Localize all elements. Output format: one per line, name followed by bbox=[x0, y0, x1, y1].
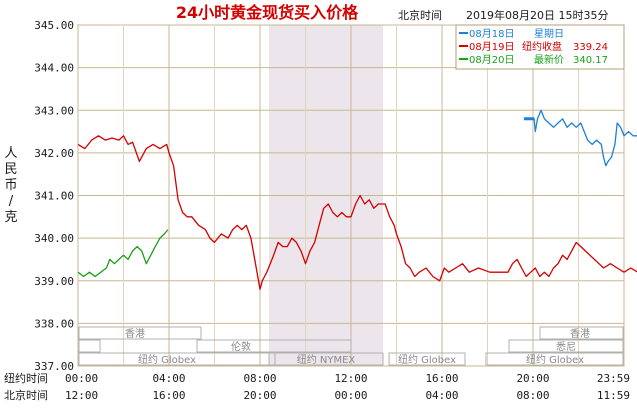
y-tick-label: 338.00 bbox=[34, 317, 74, 330]
x-tick-label-ny: 12:00 bbox=[334, 372, 367, 385]
y-tick-label: 343.00 bbox=[34, 104, 74, 117]
x-tick-label-ny: 00:00 bbox=[65, 372, 98, 385]
y-tick-label: 344.00 bbox=[34, 62, 74, 75]
legend-date-0818: 08月18日 bbox=[469, 28, 514, 40]
session-box-hongkong-next bbox=[539, 326, 624, 340]
session-box-globex-3 bbox=[485, 352, 624, 366]
legend-row-0820: 08月20日 最新价 340.17 bbox=[459, 53, 608, 66]
x-axis-ticks: 00:00 04:00 08:00 12:00 16:00 20:00 23:59 12:00… bbox=[65, 372, 630, 402]
session-label-nymex: 纽约 NYMEX bbox=[297, 353, 356, 366]
x-tick-label-bj: 00:00 bbox=[334, 389, 367, 402]
legend-info-0819: 纽约收盘 bbox=[522, 40, 562, 53]
legend-box bbox=[455, 24, 625, 70]
legend-date-0820: 08月20日 bbox=[469, 54, 514, 66]
y-axis-title-char: / bbox=[9, 194, 14, 209]
legend: 08月18日 星期日 08月19日 纽约收盘 339.24 08月20日 最新价… bbox=[455, 24, 625, 70]
x-tick-label-bj: 04:00 bbox=[425, 389, 458, 402]
bj-time-row-label: 北京时间 bbox=[4, 388, 48, 402]
session-box-hongkong bbox=[78, 326, 202, 340]
y-tick-label: 339.00 bbox=[34, 275, 74, 288]
y-axis-title-char: 币 bbox=[4, 178, 17, 193]
session-box-globex-2 bbox=[388, 352, 466, 366]
y-axis-title-char: 克 bbox=[4, 210, 17, 225]
y-tick-label: 340.00 bbox=[34, 232, 74, 245]
x-tick-label-bj: 16:00 bbox=[152, 389, 185, 402]
session-box-sydney bbox=[508, 339, 624, 353]
session-box-london-prev bbox=[78, 339, 101, 353]
header-location-label: 北京时间 bbox=[398, 8, 442, 22]
legend-row-0818: 08月18日 星期日 bbox=[459, 28, 564, 40]
x-tick-label-ny: 16:00 bbox=[425, 372, 458, 385]
x-tick-label-ny: 20:00 bbox=[516, 372, 549, 385]
x-tick-label-ny: 23:59 bbox=[597, 372, 630, 385]
session-box-globex-1 bbox=[78, 352, 276, 366]
session-label-globex-2: 纽约 Globex bbox=[398, 353, 456, 366]
x-tick-label-bj: 12:00 bbox=[65, 389, 98, 402]
session-label-hongkong: 香港 bbox=[125, 328, 145, 340]
series-line-2 bbox=[77, 229, 169, 278]
legend-info-0818: 星期日 bbox=[534, 28, 564, 40]
price-series bbox=[77, 109, 637, 290]
chart-title: 24小时黄金现货买入价格 bbox=[176, 3, 359, 22]
x-tick-label-bj: 11:59 bbox=[597, 389, 630, 402]
y-axis-title-char: 人 bbox=[4, 146, 17, 161]
y-axis-title-char: 民 bbox=[4, 162, 17, 177]
session-box-nymex bbox=[268, 352, 384, 366]
x-tick-label-ny: 08:00 bbox=[243, 372, 276, 385]
y-tick-label: 341.00 bbox=[34, 190, 74, 203]
x-tick-label-bj: 20:00 bbox=[243, 389, 276, 402]
market-sessions: 香港 伦敦 纽约 Globex 纽约 NYMEX 纽约 Globex 香港 悉尼… bbox=[78, 326, 624, 366]
x-tick-label-bj: 08:00 bbox=[516, 389, 549, 402]
legend-info-0820: 最新价 bbox=[534, 53, 564, 66]
session-label-hongkong-next: 香港 bbox=[570, 328, 590, 340]
legend-row-0819: 08月19日 纽约收盘 339.24 bbox=[459, 40, 608, 53]
session-label-globex-3: 纽约 Globex bbox=[526, 353, 584, 366]
session-label-london: 伦敦 bbox=[231, 340, 251, 353]
y-tick-label: 342.00 bbox=[34, 147, 74, 160]
session-label-sydney: 悉尼 bbox=[556, 341, 576, 353]
series-line-1 bbox=[77, 135, 637, 290]
grid-lines bbox=[77, 24, 625, 367]
y-axis-ticks: 345.00 344.00 343.00 342.00 341.00 340.00 339.… bbox=[34, 19, 74, 373]
legend-value-0820: 340.17 bbox=[573, 55, 608, 66]
session-label-globex-1: 纽约 Globex bbox=[138, 353, 196, 366]
x-tick-label-ny: 04:00 bbox=[152, 372, 185, 385]
y-axis-title: 人 民 币 / 克 bbox=[4, 146, 17, 225]
ny-time-row-label: 纽约时间 bbox=[4, 371, 48, 385]
series-line-0 bbox=[523, 109, 637, 167]
session-box-london bbox=[196, 339, 352, 353]
legend-value-0819: 339.24 bbox=[573, 42, 608, 53]
y-tick-label: 337.00 bbox=[34, 360, 74, 373]
header-datetime: 2019年08月20日 15时35分 bbox=[466, 8, 608, 22]
legend-date-0819: 08月19日 bbox=[469, 41, 514, 53]
y-tick-label: 345.00 bbox=[34, 19, 74, 32]
